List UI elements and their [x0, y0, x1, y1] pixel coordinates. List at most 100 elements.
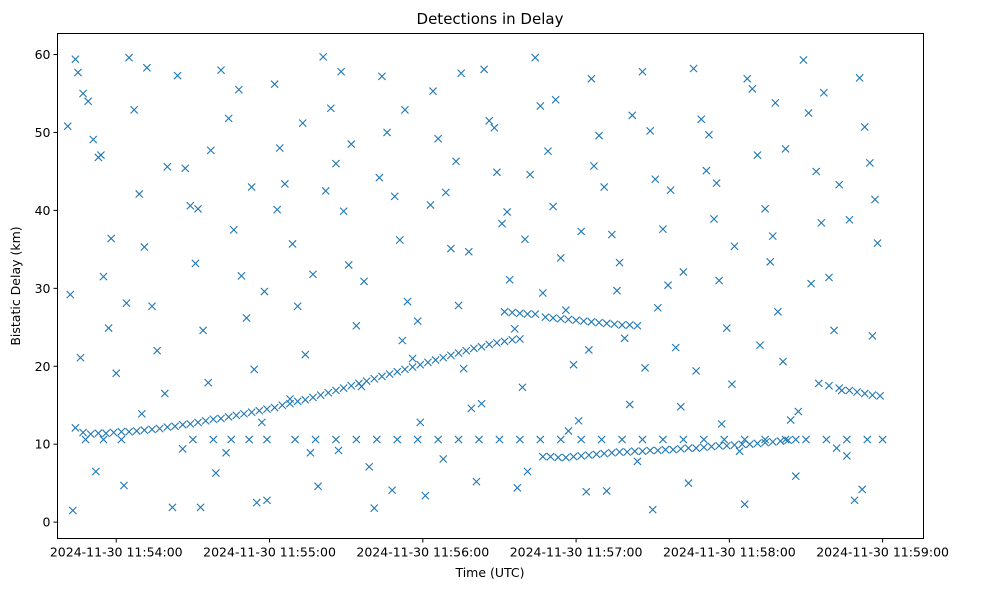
data-point: [194, 418, 202, 427]
data-point: [199, 326, 208, 335]
data-point: [536, 435, 545, 444]
data-point: [426, 200, 435, 209]
data-point: [102, 429, 111, 438]
data-point: [224, 412, 233, 421]
data-point: [607, 230, 616, 239]
data-point: [607, 448, 616, 457]
data-point: [658, 435, 667, 444]
data-point: [446, 244, 455, 253]
data-point: [372, 435, 381, 444]
data-point: [531, 53, 540, 62]
data-point: [66, 290, 75, 299]
data-point: [766, 257, 775, 266]
data-point: [814, 379, 823, 388]
data-point: [76, 353, 85, 362]
data-point: [319, 52, 328, 61]
data-point: [480, 65, 489, 74]
data-point: [242, 313, 251, 322]
data-point: [761, 435, 770, 444]
data-point: [109, 428, 118, 437]
data-point: [247, 408, 256, 417]
data-point: [641, 363, 650, 372]
data-point: [564, 315, 573, 324]
data-point: [395, 236, 404, 245]
data-point: [855, 73, 864, 82]
data-point: [543, 147, 552, 156]
data-point: [270, 80, 279, 89]
data-point: [311, 435, 320, 444]
data-point: [454, 435, 463, 444]
data-point: [217, 66, 225, 75]
series-1: [71, 335, 524, 439]
data-point: [421, 491, 430, 500]
data-point: [273, 205, 282, 214]
data-point: [163, 162, 172, 171]
data-point: [531, 310, 540, 319]
data-point: [459, 364, 468, 373]
data-point: [262, 496, 271, 505]
series-3: [538, 435, 800, 462]
data-point: [140, 426, 149, 435]
data-point: [485, 116, 494, 125]
data-point: [556, 435, 565, 444]
data-point: [408, 354, 417, 363]
data-point: [326, 104, 335, 113]
data-point: [344, 260, 353, 269]
data-point: [324, 388, 333, 397]
data-point: [337, 67, 346, 76]
data-point: [584, 345, 593, 354]
data-point: [740, 435, 749, 444]
data-point: [786, 416, 795, 425]
data-point: [865, 158, 874, 167]
data-point: [684, 479, 693, 488]
data-point: [546, 452, 555, 461]
data-point: [584, 451, 593, 460]
data-point: [804, 109, 813, 117]
data-point: [71, 55, 80, 64]
data-point: [664, 281, 673, 290]
data-point: [536, 101, 545, 110]
data-point: [702, 166, 711, 175]
data-point: [832, 444, 841, 453]
data-point: [464, 247, 473, 256]
data-point: [710, 214, 719, 223]
data-point: [360, 277, 369, 286]
data-point: [876, 391, 885, 400]
x-tick-label: 2024-11-30 11:56:00: [356, 545, 489, 560]
data-point: [227, 435, 236, 444]
y-tick-label: 30: [35, 281, 51, 296]
data-point: [388, 486, 397, 495]
data-point: [799, 56, 808, 64]
data-point: [262, 435, 271, 444]
data-point: [331, 386, 340, 395]
data-point: [140, 243, 149, 252]
data-point: [291, 435, 300, 444]
data-point: [84, 97, 93, 106]
data-point: [490, 123, 499, 132]
data-point: [257, 418, 266, 427]
data-point: [232, 411, 241, 420]
data-point: [773, 307, 782, 316]
data-point: [390, 192, 399, 201]
data-point: [669, 445, 678, 454]
data-point: [595, 131, 604, 140]
data-point: [615, 448, 624, 456]
data-point: [689, 64, 698, 73]
data-point: [699, 435, 708, 444]
data-point: [211, 469, 220, 478]
data-point: [339, 207, 348, 216]
data-point: [173, 71, 182, 80]
data-point: [73, 68, 82, 77]
data-point: [628, 111, 637, 120]
data-point: [79, 428, 88, 437]
data-point: [393, 367, 402, 376]
data-point: [577, 227, 586, 236]
data-point: [625, 400, 634, 409]
data-point: [234, 85, 243, 94]
data-point: [597, 435, 606, 444]
data-point: [385, 370, 394, 379]
data-point: [574, 416, 583, 425]
data-point: [505, 275, 514, 284]
data-point: [807, 279, 816, 288]
data-point: [779, 357, 787, 366]
